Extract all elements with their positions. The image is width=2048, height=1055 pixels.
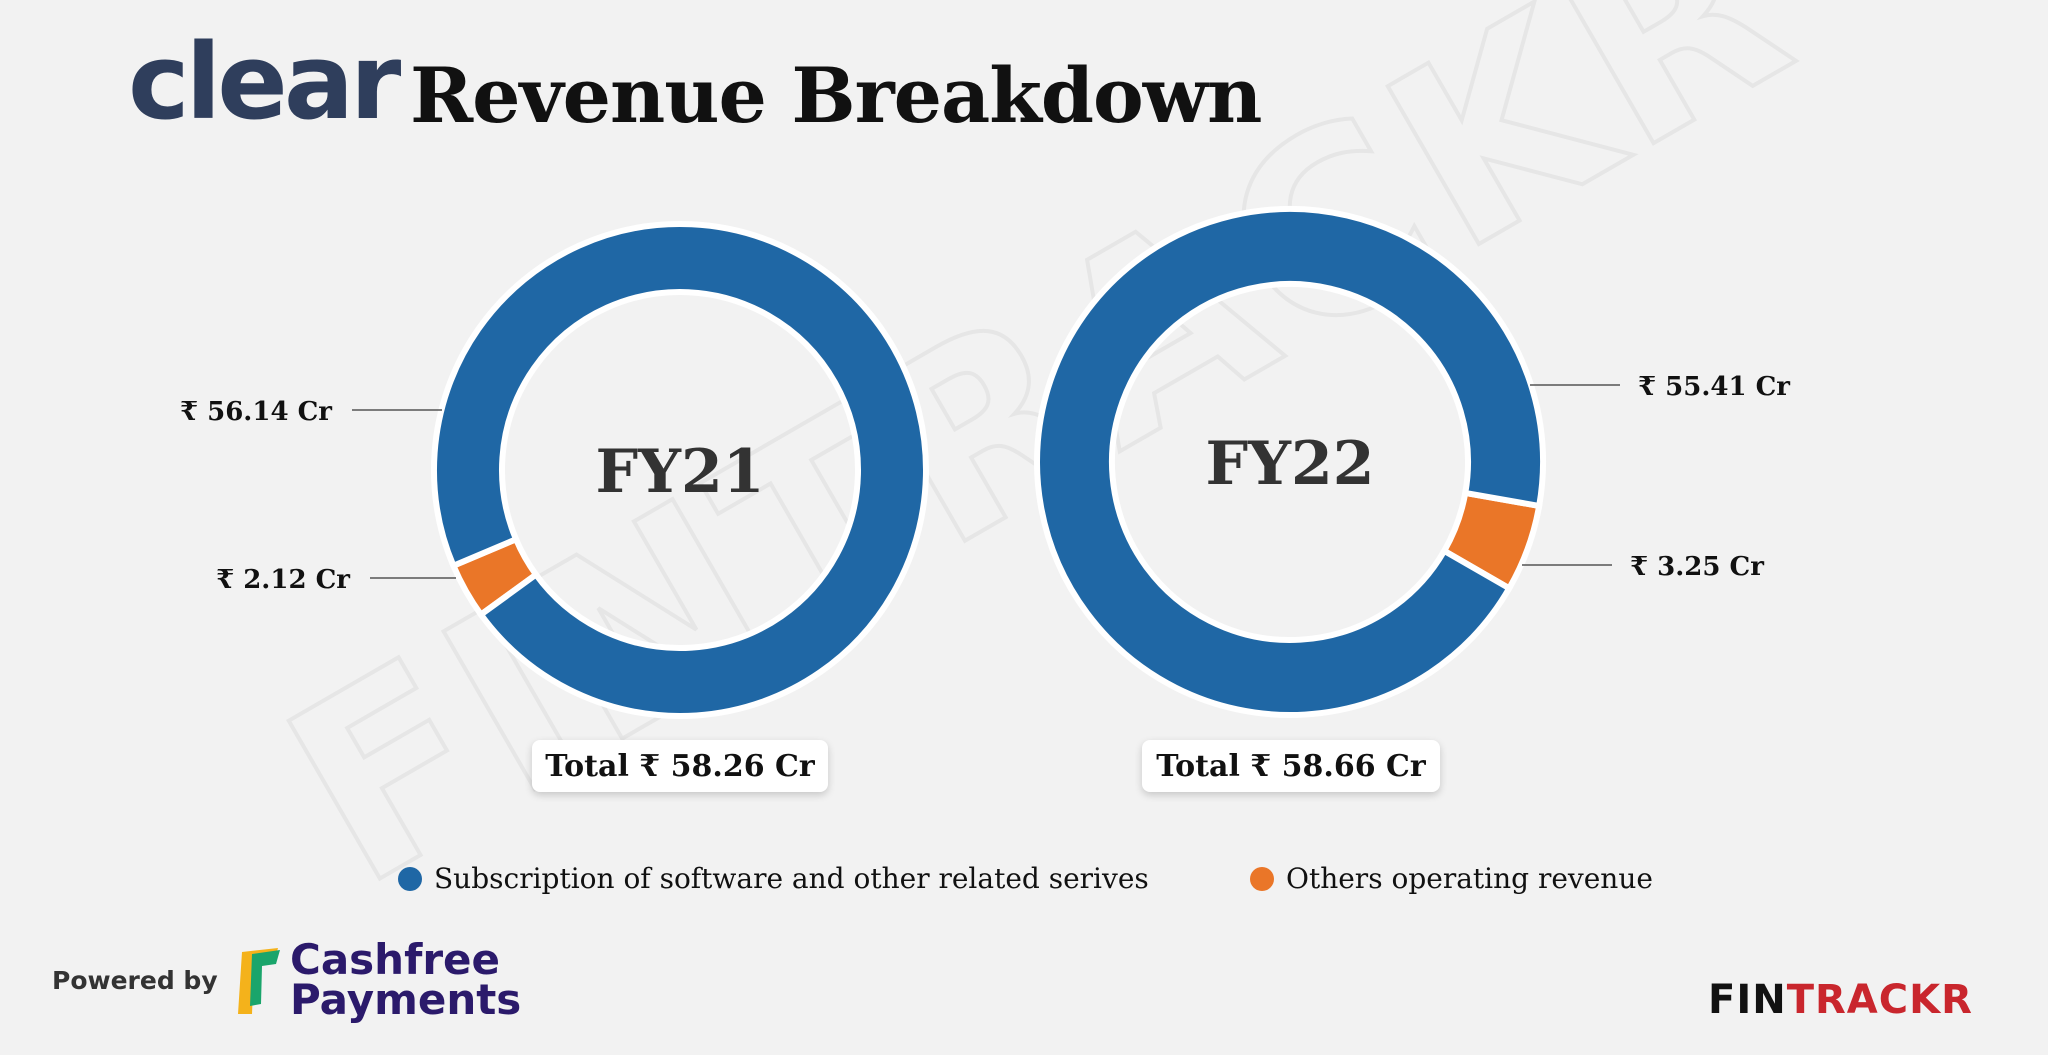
legend-item-others: Others operating revenue — [1250, 862, 1653, 895]
page-title: Revenue Breakdown — [410, 51, 1262, 140]
cashfree-logo-icon — [238, 948, 280, 1014]
legend-swatch-subscription — [398, 866, 422, 891]
donut-chart-fy21: FY21 ₹ 56.14 Cr ₹ 2.12 Cr — [180, 221, 929, 719]
legend-swatch-others — [1250, 866, 1274, 891]
total-fy21-text: Total ₹ 58.26 Cr — [545, 748, 815, 784]
powered-by-text: Powered by — [52, 966, 218, 995]
legend-label-others: Others operating revenue — [1286, 862, 1653, 895]
total-fy21: Total ₹ 58.26 Cr — [532, 740, 828, 792]
clear-logo: clear — [128, 21, 401, 143]
legend-item-subscription: Subscription of software and other relat… — [398, 862, 1149, 895]
slice-subscription-fy22 — [1034, 206, 1546, 718]
cashfree-line1: Cashfree — [290, 935, 501, 984]
total-fy22-text: Total ₹ 58.66 Cr — [1156, 748, 1426, 784]
data-label-others-fy21: ₹ 2.12 Cr — [216, 565, 350, 595]
slice-subscription-fy21 — [431, 221, 929, 719]
fintrackr-logo-trackr: TRACKR — [1786, 977, 1973, 1023]
cashfree-line2: Payments — [290, 975, 522, 1024]
center-label-fy22: FY22 — [1206, 429, 1375, 499]
data-label-subscription-fy22: ₹ 55.41 Cr — [1638, 372, 1790, 402]
legend-label-subscription: Subscription of software and other relat… — [434, 862, 1149, 895]
donut-chart-fy22: FY22 ₹ 55.41 Cr ₹ 3.25 Cr — [1034, 206, 1790, 718]
data-label-others-fy22: ₹ 3.25 Cr — [1630, 552, 1764, 582]
cashfree-wordmark: Cashfree Payments — [290, 935, 522, 1024]
data-label-subscription-fy21: ₹ 56.14 Cr — [180, 397, 332, 427]
total-fy22: Total ₹ 58.66 Cr — [1142, 740, 1440, 792]
fintrackr-logo-fin: FIN — [1708, 977, 1787, 1023]
center-label-fy21: FY21 — [596, 437, 765, 507]
fintrackr-logo: FINTRACKR — [1708, 980, 1973, 1020]
